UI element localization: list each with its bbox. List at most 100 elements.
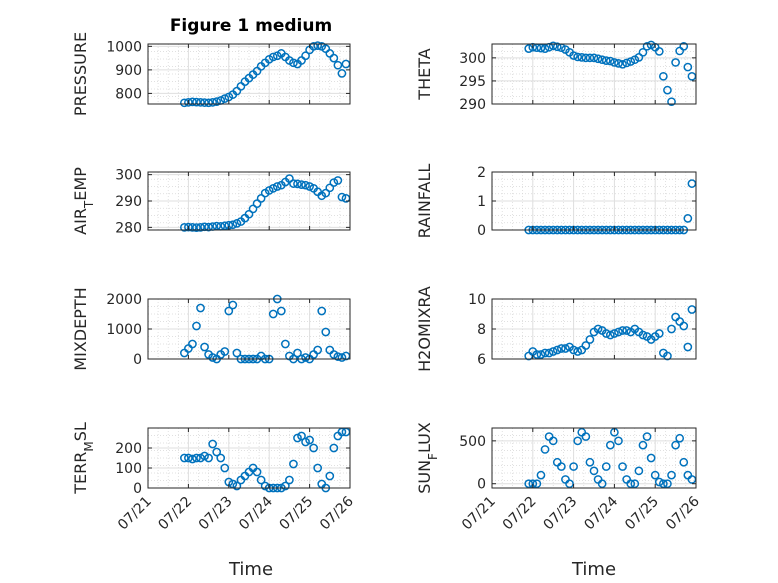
data-point [196,98,205,107]
data-point [577,53,587,62]
x-tick-label: 07/21 [115,494,155,534]
y-tick-label: 200 [115,441,142,457]
data-point [650,470,660,480]
data-point [184,453,193,463]
data-point [659,71,668,81]
data-point [216,453,226,463]
y-tick-label: 1 [477,194,486,210]
data-point [293,348,302,358]
data-point [561,344,570,353]
data-point [313,41,323,50]
data-point [614,327,623,337]
data-point [208,353,217,362]
data-point [573,52,583,62]
data-point [289,459,298,469]
data-point [626,479,636,489]
data-point [601,329,611,338]
data-point [305,182,314,191]
data-point [289,179,298,188]
y-tick-label: 290 [459,97,486,113]
data-point [196,223,205,232]
y-tick-label: 800 [115,86,142,102]
data-point [581,432,591,441]
x-tick-label: 07/22 [155,494,195,534]
data-point [256,194,266,203]
data-point [548,41,558,51]
y-tick-label: 10 [468,292,486,308]
data-point [337,353,347,362]
data-point [569,462,578,471]
data-point [585,335,595,344]
data-point [589,466,599,476]
data-point [552,42,562,52]
data-point [552,345,562,355]
data-point [663,85,672,95]
data-point [557,344,566,353]
data-point [536,350,546,359]
data-point [605,440,615,450]
data-point [244,209,254,219]
data-point [540,445,550,454]
data-point [654,477,664,487]
data-point [659,479,668,489]
data-point [622,326,631,335]
x-tick-label: 07/21 [459,494,499,534]
data-point [293,179,302,189]
x-tick-label: 07/23 [541,494,581,534]
data-point [220,94,230,103]
subplot-rainfall: 0 1 2 RAINFALL [415,164,697,239]
data-point [548,436,558,446]
x-tick-label: 07/24 [581,493,621,533]
subplot-sun-flux: 0 500 07/21 07/22 07/23 07/24 07/25 07/26 SUNFLU… [415,422,703,533]
x-tick-label: 07/26 [663,493,703,533]
data-point [654,47,664,56]
data-point [184,222,193,232]
data-point [232,219,242,228]
data-point [585,53,595,63]
data-point [605,56,615,66]
data-point [325,471,335,481]
data-point [313,345,323,355]
y-tick-label: 0 [477,477,486,493]
data-point [618,326,627,335]
data-point [593,54,603,64]
data-point [557,462,566,471]
data-point [589,53,599,63]
y-tick-label: 0 [133,481,142,497]
data-point [638,330,648,340]
y-tick-label: 280 [115,220,142,236]
data-point [614,59,623,68]
data-point [634,466,644,476]
data-point [597,55,607,65]
data-point [321,327,331,337]
data-point [524,44,534,53]
data-point [663,351,672,361]
data-point [581,53,591,63]
data-point [285,475,294,485]
data-point [180,453,189,463]
data-point [565,479,574,489]
data-point [585,457,595,467]
data-point [671,58,680,67]
data-point [679,321,689,331]
data-point [532,479,542,489]
data-point [333,60,343,70]
data-point [301,180,310,190]
y-axis-label: RAINFALL [415,164,434,239]
data-point [289,58,298,68]
data-point [667,97,676,107]
data-point [679,457,689,467]
data-point [540,348,550,358]
y-tick-label: 0 [133,352,142,368]
data-point [232,481,242,491]
x-axis-label-right: Time [571,559,616,580]
data-point [597,479,607,489]
y-axis-label: AIRTEMP [71,167,96,235]
data-point [204,222,213,232]
data-point [196,303,205,313]
data-point [663,479,672,489]
data-point [675,433,685,443]
data-point [532,350,542,359]
y-tick-label: 8 [477,322,486,338]
